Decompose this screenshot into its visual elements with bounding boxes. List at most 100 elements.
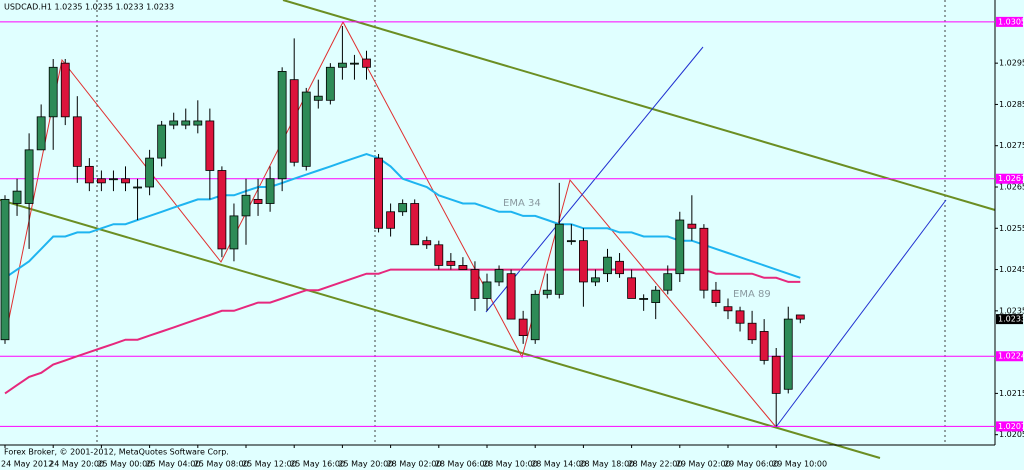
x-tick-label: 25 May 04:00 xyxy=(146,460,201,469)
candle xyxy=(422,236,432,249)
x-tick-label: 28 May 18:00 xyxy=(579,460,634,469)
channel-line xyxy=(0,199,881,459)
candle-body xyxy=(145,157,155,188)
candle-body xyxy=(458,265,468,270)
trend-line xyxy=(485,46,704,313)
candle xyxy=(759,319,769,365)
candle xyxy=(506,269,516,320)
level-label: 1.0305 xyxy=(998,17,1024,26)
candle xyxy=(36,104,46,151)
copyright: Forex Broker, © 2001-2012, MetaQuotes So… xyxy=(4,448,229,457)
y-tick-label: 1.0275 xyxy=(999,141,1024,150)
candle xyxy=(97,170,106,192)
y-tick-label: 1.0255 xyxy=(999,224,1024,233)
candle xyxy=(301,87,311,171)
y-tick-label: 1.0285 xyxy=(999,100,1024,109)
candle-body xyxy=(579,240,588,283)
candle-body xyxy=(109,178,118,181)
y-tick-label: 1.0295 xyxy=(999,59,1024,68)
candle xyxy=(699,224,709,299)
candle xyxy=(494,265,504,287)
trend-line xyxy=(775,199,947,428)
candle xyxy=(374,153,383,233)
candle xyxy=(554,182,564,299)
candle-body xyxy=(313,95,323,101)
candle xyxy=(398,199,408,216)
candle-body xyxy=(639,298,649,300)
candle xyxy=(109,170,118,192)
candle xyxy=(169,112,179,130)
x-tick-label: 25 May 16:00 xyxy=(290,460,345,469)
candle-body xyxy=(591,277,600,283)
x-tick-label: 25 May 08:00 xyxy=(194,460,249,469)
level-label: 1.0224 xyxy=(998,352,1024,361)
candle xyxy=(627,269,636,299)
candle xyxy=(711,281,721,307)
candle-body xyxy=(350,62,359,65)
x-tick-label: 28 May 22:00 xyxy=(628,460,683,469)
level-label-box xyxy=(996,173,1023,184)
candle-body xyxy=(72,116,82,167)
candle xyxy=(470,261,480,311)
x-tick-label: 24 May 2012 xyxy=(1,460,53,469)
candle xyxy=(193,100,203,134)
candle xyxy=(651,286,661,320)
candle-body xyxy=(422,240,432,246)
candle-body xyxy=(289,79,299,163)
candle-body xyxy=(12,190,22,204)
candle xyxy=(133,178,142,221)
candle-body xyxy=(193,120,203,126)
x-tick-label: 29 May 06:00 xyxy=(724,460,779,469)
candle xyxy=(530,290,540,344)
candle-body xyxy=(494,269,504,283)
candle xyxy=(639,294,649,311)
candle-body xyxy=(84,165,94,184)
candle-body xyxy=(410,203,420,246)
candle-body xyxy=(0,198,10,341)
candle xyxy=(60,59,70,126)
candle-body xyxy=(759,331,769,361)
y-tick-label: 1.0235 xyxy=(999,306,1024,315)
y-tick-label: 1.0245 xyxy=(999,265,1024,274)
candle xyxy=(566,224,576,245)
candle-body xyxy=(157,124,167,159)
candle-body xyxy=(795,314,805,320)
candle xyxy=(0,195,10,344)
candle-body xyxy=(530,293,540,341)
candle xyxy=(217,166,227,258)
candle-body xyxy=(97,178,106,184)
candle-body xyxy=(470,269,480,299)
candle-body xyxy=(518,318,528,337)
candle-body xyxy=(446,260,456,266)
candle xyxy=(157,120,167,167)
candle-body xyxy=(24,149,34,204)
candle-body xyxy=(253,198,263,204)
candle xyxy=(386,203,396,237)
candle xyxy=(253,178,263,216)
candle xyxy=(12,178,22,216)
candle xyxy=(181,108,191,130)
candle-body xyxy=(325,66,335,101)
candle-body xyxy=(687,223,697,229)
candle xyxy=(325,63,335,105)
candle xyxy=(771,347,781,427)
candle xyxy=(518,310,528,344)
candle-body xyxy=(747,322,757,341)
candle-body xyxy=(482,281,492,299)
y-tick-label: 1.0265 xyxy=(999,182,1024,191)
candle-body xyxy=(699,227,709,291)
candle xyxy=(24,133,34,249)
candle-body xyxy=(723,306,733,312)
candle-body xyxy=(265,178,275,204)
candle-body xyxy=(542,289,552,295)
chart-title: USDCAD.H1 1.0235 1.0235 1.0233 1.0233 xyxy=(4,3,174,12)
candle-body xyxy=(386,211,396,229)
candle-body xyxy=(771,355,781,394)
candle-body xyxy=(121,178,130,184)
x-tick-label: 28 May 10:00 xyxy=(483,460,538,469)
candle xyxy=(145,149,155,196)
candle-body xyxy=(374,157,383,229)
candle-body xyxy=(554,223,564,295)
